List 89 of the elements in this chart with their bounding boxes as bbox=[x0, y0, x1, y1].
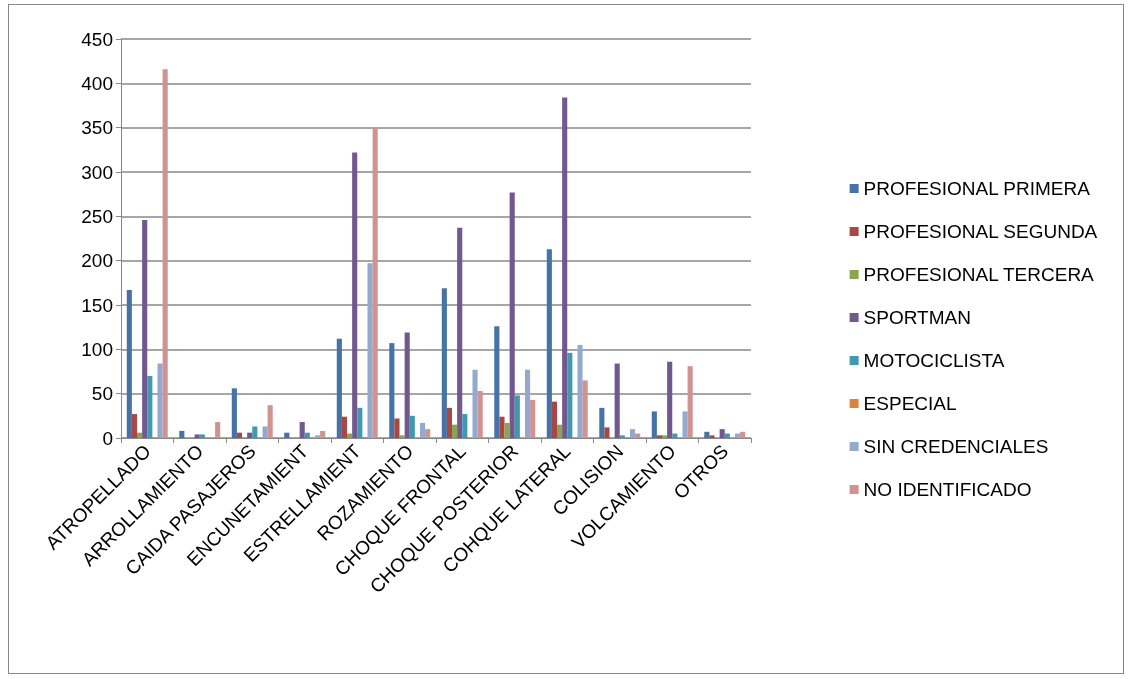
bar bbox=[567, 352, 573, 438]
bar bbox=[551, 401, 558, 438]
bar bbox=[441, 288, 447, 438]
bar bbox=[367, 263, 373, 438]
bar bbox=[509, 192, 515, 438]
bar bbox=[494, 326, 500, 438]
bar bbox=[425, 429, 431, 438]
bar bbox=[284, 432, 290, 438]
bar bbox=[262, 426, 268, 438]
bar bbox=[157, 363, 163, 438]
bar bbox=[740, 431, 746, 438]
bar bbox=[530, 399, 536, 438]
bar bbox=[372, 127, 378, 438]
bar bbox=[142, 219, 148, 438]
bar bbox=[546, 249, 552, 438]
bar bbox=[299, 422, 305, 438]
bar bbox=[682, 411, 688, 438]
bar bbox=[194, 434, 200, 438]
bar bbox=[719, 429, 725, 438]
legend-label: PROFESIONAL TERCERA bbox=[863, 264, 1095, 285]
bar bbox=[619, 435, 625, 438]
bar bbox=[267, 405, 273, 438]
bar bbox=[472, 369, 478, 438]
bar bbox=[231, 388, 237, 438]
bar bbox=[477, 391, 483, 438]
bar bbox=[399, 435, 405, 438]
legend-label: NO IDENTIFICADO bbox=[863, 479, 1032, 500]
bar bbox=[162, 69, 168, 438]
bar bbox=[457, 227, 463, 438]
legend-label: PROFESIONAL SEGUNDA bbox=[863, 221, 1098, 242]
bar bbox=[320, 430, 326, 438]
bar bbox=[462, 414, 468, 438]
bar bbox=[404, 332, 410, 438]
bar bbox=[599, 407, 605, 438]
bar bbox=[131, 414, 138, 438]
y-tick-label: 300 bbox=[81, 161, 113, 183]
bar bbox=[687, 366, 693, 438]
bar bbox=[179, 430, 185, 438]
bar bbox=[499, 416, 505, 438]
bar bbox=[667, 361, 673, 438]
bar bbox=[236, 432, 243, 438]
bar bbox=[614, 363, 620, 438]
y-tick-label: 400 bbox=[81, 72, 113, 94]
bar bbox=[357, 407, 363, 438]
bar bbox=[651, 411, 657, 438]
bar bbox=[629, 429, 636, 438]
bar bbox=[514, 395, 520, 438]
bar bbox=[137, 432, 143, 438]
bar bbox=[504, 422, 510, 438]
bar bbox=[577, 344, 583, 438]
bar bbox=[352, 152, 358, 438]
bar bbox=[409, 415, 415, 438]
bar bbox=[557, 424, 563, 438]
bar bbox=[446, 407, 453, 438]
y-tick-label: 100 bbox=[81, 338, 113, 360]
bar bbox=[704, 431, 710, 438]
bar bbox=[562, 97, 568, 438]
bar bbox=[314, 435, 321, 438]
bar bbox=[126, 289, 132, 438]
legend-label: SIN CREDENCIALES bbox=[863, 436, 1049, 457]
legend-label: ESPECIAL bbox=[863, 393, 957, 414]
bar bbox=[452, 424, 458, 438]
legend-label: MOTOCICLISTA bbox=[863, 350, 1005, 371]
y-tick-label: 250 bbox=[81, 205, 113, 227]
bar bbox=[604, 427, 610, 438]
y-tick-label: 200 bbox=[81, 250, 113, 272]
legend-label: PROFESIONAL PRIMERA bbox=[863, 178, 1091, 199]
bar bbox=[582, 380, 588, 438]
bar bbox=[252, 426, 258, 438]
bar bbox=[247, 432, 253, 438]
bar bbox=[662, 435, 668, 438]
bar bbox=[341, 416, 348, 438]
bar bbox=[199, 434, 205, 438]
y-tick-label: 50 bbox=[91, 383, 113, 405]
y-tick-label: 450 bbox=[81, 28, 113, 50]
bar bbox=[709, 435, 715, 438]
bar bbox=[147, 375, 153, 438]
bar bbox=[336, 338, 342, 438]
y-tick-label: 350 bbox=[81, 117, 113, 139]
legend-label: SPORTMAN bbox=[863, 307, 971, 328]
y-tick-label: 0 bbox=[102, 427, 113, 449]
bar bbox=[304, 432, 310, 438]
bar bbox=[215, 422, 221, 438]
bar bbox=[389, 343, 395, 438]
bar bbox=[419, 422, 426, 438]
bar bbox=[394, 418, 400, 438]
bar bbox=[524, 369, 531, 438]
y-tick-label: 150 bbox=[81, 294, 113, 316]
bar bbox=[656, 435, 663, 438]
